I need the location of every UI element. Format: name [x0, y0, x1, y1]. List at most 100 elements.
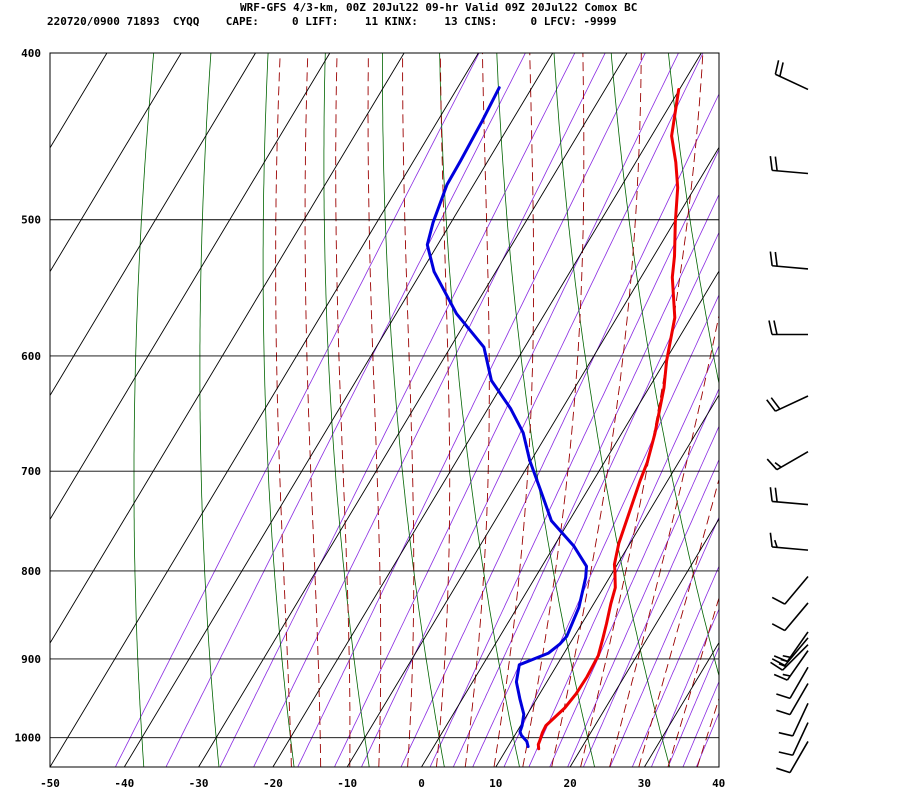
wind-barb: [769, 251, 809, 270]
wind-barb-feather: [774, 487, 778, 502]
wind-barb: [770, 644, 809, 671]
isotherm-line: [50, 53, 331, 521]
isotherm-line: [50, 53, 405, 645]
pressure-tick-label: 900: [21, 653, 41, 666]
moist-adiabat-line: [367, 53, 382, 767]
mixing-ratio-line: [253, 53, 606, 767]
temperature-tick-label: 0: [418, 777, 425, 790]
wind-barb-feather: [779, 62, 784, 77]
dry-adiabat-line: [783, 53, 900, 767]
moist-adiabat-line: [304, 53, 322, 767]
wind-barb-shaft: [784, 637, 809, 667]
wind-barb-feather: [771, 623, 786, 632]
wind-barb: [771, 637, 809, 667]
wind-barb: [773, 650, 809, 681]
dry-adiabat-line: [262, 53, 295, 767]
moist-adiabat-line: [275, 53, 292, 767]
wind-barb: [778, 722, 809, 757]
mixing-ratio-line: [567, 425, 719, 767]
mixing-ratio-line: [528, 344, 719, 767]
isotherm-line: [50, 53, 479, 767]
dry-adiabat-line: [610, 53, 719, 678]
wind-barb-feather: [778, 731, 793, 737]
isotherm-line: [198, 53, 628, 767]
dry-adiabat-line: [553, 53, 671, 767]
pressure-tick-label: 500: [21, 214, 41, 227]
moist-adiabat-line: [727, 53, 900, 767]
dewpoint-profile-line: [425, 86, 588, 749]
wind-barb: [776, 741, 809, 774]
wind-barb-feather: [773, 673, 788, 681]
temperature-tick-label: 10: [489, 777, 502, 790]
mixing-ratio-line: [695, 711, 719, 767]
wind-barb: [771, 602, 809, 632]
wind-barb-feather: [771, 596, 786, 605]
wind-barb-shaft: [789, 683, 809, 716]
mixing-ratio-line: [682, 680, 719, 767]
wind-barb: [769, 532, 809, 551]
wind-barb-feather: [769, 487, 773, 502]
temperature-tick-label: 30: [638, 777, 651, 790]
mixing-ratio-line: [400, 93, 719, 767]
wind-barb-feather: [774, 462, 782, 468]
wind-barb: [776, 683, 809, 716]
wind-barb-feather: [766, 458, 778, 471]
dry-adiabat-line: [381, 53, 445, 767]
wind-barb: [774, 60, 809, 91]
wind-barb-feather: [782, 673, 791, 677]
mixing-ratio-line: [609, 516, 719, 767]
wind-barb-feather: [768, 320, 773, 335]
wind-barb-feather: [773, 320, 778, 335]
temperature-tick-label: -20: [263, 777, 283, 790]
wind-barb-feather: [776, 693, 791, 700]
wind-barb-feather: [771, 658, 786, 667]
temperature-tick-label: 20: [563, 777, 576, 790]
isotherm-line: [718, 765, 719, 767]
moist-adiabat-line: [402, 53, 415, 767]
wind-barb-feather: [769, 532, 773, 548]
wind-barb-shaft: [786, 631, 809, 662]
wind-barb-shaft: [772, 264, 809, 270]
profile-lines: [425, 86, 681, 751]
mixing-ratio-line: [503, 294, 719, 767]
mixing-ratio-line: [452, 193, 719, 767]
isotherm-line: [272, 53, 702, 767]
temperature-tick-label: -50: [40, 777, 60, 790]
mixing-ratio-line: [361, 53, 704, 767]
moist-adiabat-line: [696, 696, 719, 767]
temperature-tick-label: -30: [189, 777, 209, 790]
wind-barb-shaft: [792, 722, 809, 756]
pressure-tick-label: 1000: [15, 732, 42, 745]
pressure-tick-label: 800: [21, 565, 41, 578]
chart-title: WRF-GFS 4/3-km, 00Z 20Jul22 09-hr Valid …: [240, 1, 638, 14]
temperature-profile-line: [536, 88, 681, 751]
wind-barb-feather: [782, 654, 791, 659]
wind-barb-feather: [774, 60, 780, 75]
dry-adiabat-line: [199, 53, 220, 767]
dry-adiabat-line: [668, 53, 719, 386]
wind-barb-shaft: [784, 602, 809, 632]
wind-barb-feather: [776, 767, 791, 774]
wind-barb-shaft: [789, 741, 809, 773]
temperature-tick-label: -40: [114, 777, 134, 790]
isotherm-line: [50, 53, 108, 149]
wind-barb-shaft: [786, 650, 809, 681]
mixing-ratio-line: [429, 148, 719, 767]
dry-adiabat-line: [726, 53, 896, 767]
moist-adiabat-line: [464, 53, 490, 767]
isotherm-line: [346, 146, 719, 767]
wind-barb-shaft: [792, 702, 809, 737]
isotherm-line: [50, 53, 256, 397]
pressure-tick-label: 700: [21, 465, 41, 478]
dry-adiabat-line: [323, 53, 370, 767]
mixing-ratio-line: [165, 53, 526, 767]
mixing-ratio-line: [115, 53, 480, 767]
moist-adiabat-line: [609, 313, 719, 767]
wind-barb-feather: [774, 251, 778, 267]
isotherm-line: [421, 270, 719, 767]
pressure-tick-label: 600: [21, 350, 41, 363]
wind-barb: [766, 395, 809, 412]
wind-barb-feather: [770, 397, 781, 410]
dry-adiabat-line: [840, 53, 900, 767]
